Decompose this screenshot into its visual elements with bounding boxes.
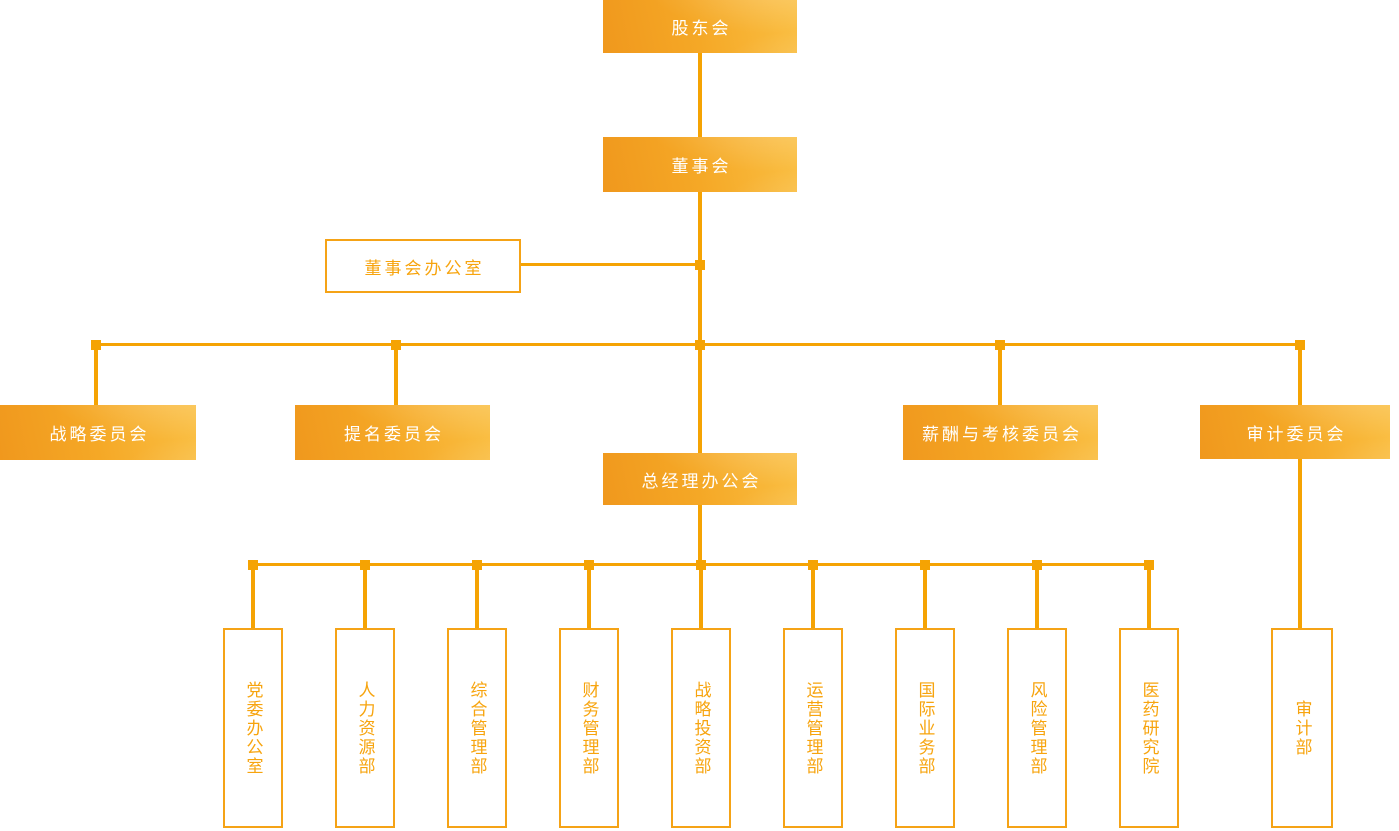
connector-node (1032, 560, 1042, 570)
org-box-gm-office: 总经理办公会 (603, 453, 797, 505)
org-box-dept-party-office: 党委办公室 (223, 628, 283, 828)
connector-line (587, 563, 591, 628)
connector-line (998, 343, 1002, 405)
connector-node (920, 560, 930, 570)
connector-line (698, 343, 702, 453)
connector-line (475, 563, 479, 628)
connector-node (1144, 560, 1154, 570)
connector-node (584, 560, 594, 570)
connector-line (251, 563, 255, 628)
connector-line (1035, 563, 1039, 628)
org-box-nomination-committee: 提名委员会 (295, 405, 490, 460)
org-box-dept-finance: 财务管理部 (559, 628, 619, 828)
org-box-audit-committee: 审计委员会 (1200, 405, 1390, 459)
connector-line (1298, 343, 1302, 405)
connector-node (360, 560, 370, 570)
org-box-audit-dept: 审计部 (1271, 628, 1333, 828)
connector-line (811, 563, 815, 628)
org-box-strategy-committee: 战略委员会 (0, 405, 196, 460)
connector-line (394, 343, 398, 405)
connector-node (995, 340, 1005, 350)
org-box-dept-risk: 风险管理部 (1007, 628, 1067, 828)
connector-line (698, 53, 702, 137)
org-box-dept-general-admin: 综合管理部 (447, 628, 507, 828)
org-box-shareholders: 股东会 (603, 0, 797, 53)
connector-node (696, 560, 706, 570)
org-box-dept-hr: 人力资源部 (335, 628, 395, 828)
org-box-dept-pharma-research: 医药研究院 (1119, 628, 1179, 828)
connector-node (248, 560, 258, 570)
connector-node (695, 260, 705, 270)
org-box-dept-international: 国际业务部 (895, 628, 955, 828)
connector-line (521, 263, 700, 266)
org-box-dept-operations: 运营管理部 (783, 628, 843, 828)
connector-node (91, 340, 101, 350)
connector-line (699, 563, 703, 628)
connector-line (1147, 563, 1151, 628)
org-box-dept-strategic-investment: 战略投资部 (671, 628, 731, 828)
connector-line (698, 505, 702, 565)
connector-line (94, 343, 98, 405)
connector-line (363, 563, 367, 628)
connector-line (1298, 459, 1302, 628)
org-box-board: 董事会 (603, 137, 797, 192)
connector-node (808, 560, 818, 570)
connector-node (1295, 340, 1305, 350)
connector-node (391, 340, 401, 350)
connector-line (923, 563, 927, 628)
connector-node (472, 560, 482, 570)
org-box-remuneration-committee: 薪酬与考核委员会 (903, 405, 1098, 460)
connector-node (695, 340, 705, 350)
org-box-board-office: 董事会办公室 (325, 239, 521, 293)
